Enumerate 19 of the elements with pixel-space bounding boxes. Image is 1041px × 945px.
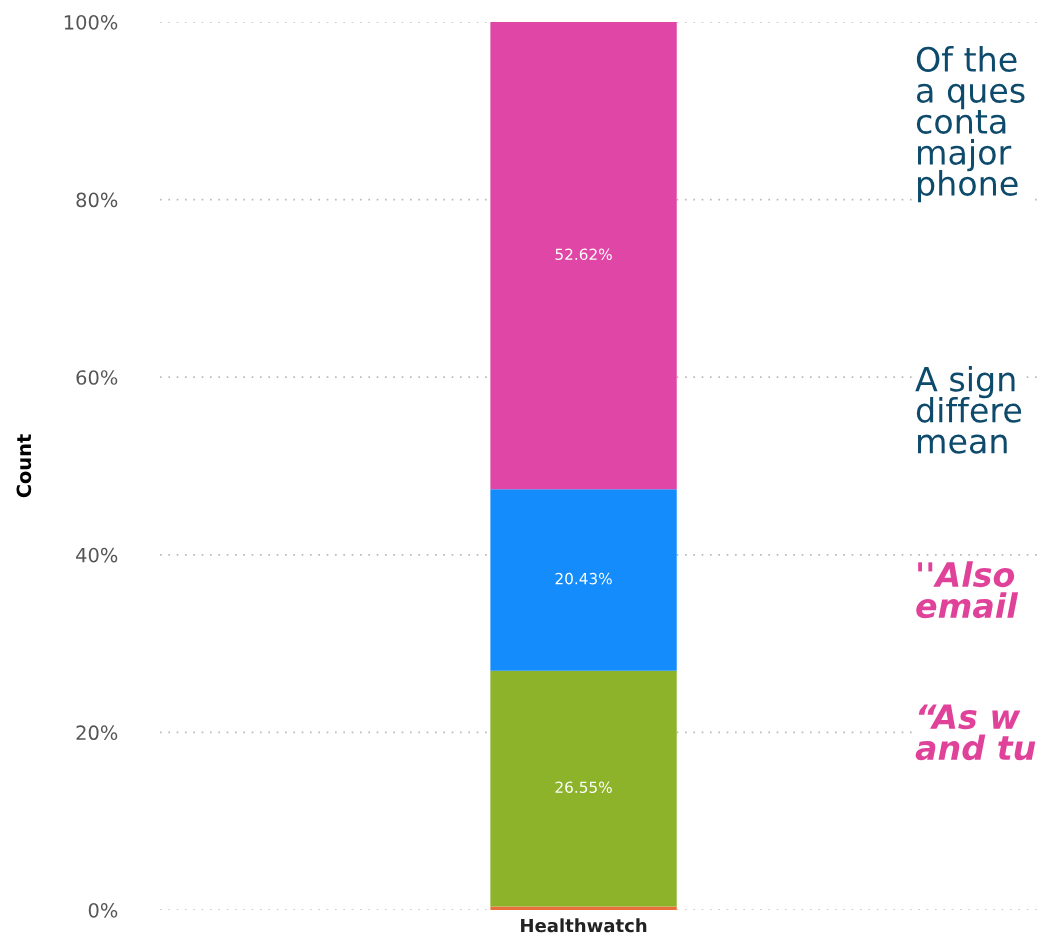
y-tick-label: 20% bbox=[76, 725, 118, 741]
bar bbox=[490, 670, 677, 907]
bar bbox=[490, 489, 677, 671]
x-tick-label: Healthwatch bbox=[521, 918, 647, 933]
data-label: 52.62% bbox=[555, 248, 612, 261]
y-tick-label: 80% bbox=[76, 192, 118, 208]
annotation: ''Also email bbox=[916, 561, 1019, 619]
annotation: Of the a ques conta major phone bbox=[916, 46, 1025, 203]
bar bbox=[490, 906, 677, 910]
y-tick-label: 60% bbox=[76, 370, 118, 385]
data-label: 20.43% bbox=[555, 572, 612, 585]
bar bbox=[490, 22, 677, 490]
annotation: “As w and tu bbox=[915, 704, 1036, 761]
y-tick-label: 100% bbox=[64, 14, 118, 30]
y-tick-label: 40% bbox=[76, 547, 118, 563]
annotation: A sign differe mean bbox=[915, 365, 1022, 454]
y-tick-label: 0% bbox=[88, 902, 118, 918]
data-label: 26.55% bbox=[555, 781, 612, 793]
y-axis-title: Count bbox=[16, 434, 32, 498]
